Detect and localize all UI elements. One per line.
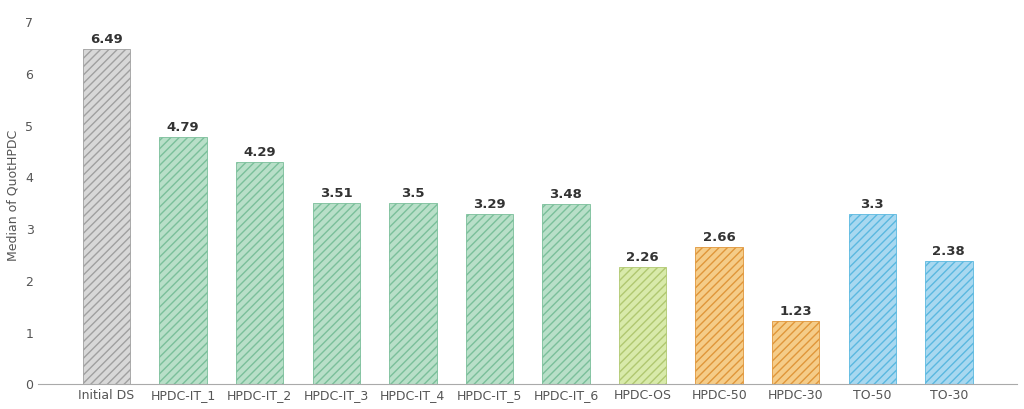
Text: 4.29: 4.29 [244, 146, 276, 160]
Text: 2.66: 2.66 [702, 231, 735, 244]
Text: 6.49: 6.49 [90, 33, 123, 46]
Bar [389, 203, 436, 384]
Bar [695, 247, 742, 384]
Text: 3.3: 3.3 [860, 198, 884, 211]
Text: 2.26: 2.26 [627, 251, 658, 264]
Text: 3.51: 3.51 [319, 187, 352, 200]
Text: 3.29: 3.29 [473, 198, 506, 211]
Bar [83, 49, 130, 384]
Bar [849, 213, 896, 384]
Text: 1.23: 1.23 [779, 305, 812, 317]
Bar [160, 137, 207, 384]
Bar [618, 267, 667, 384]
Bar [772, 321, 819, 384]
Y-axis label: Median of QuotHPDC: Median of QuotHPDC [7, 130, 19, 261]
Text: 4.79: 4.79 [167, 121, 200, 134]
Bar [543, 204, 590, 384]
Bar [312, 203, 360, 384]
Text: 3.48: 3.48 [550, 188, 583, 201]
Text: 3.5: 3.5 [401, 187, 425, 200]
Bar [925, 261, 973, 384]
Bar [466, 214, 513, 384]
Bar [236, 162, 284, 384]
Text: 2.38: 2.38 [933, 245, 966, 258]
